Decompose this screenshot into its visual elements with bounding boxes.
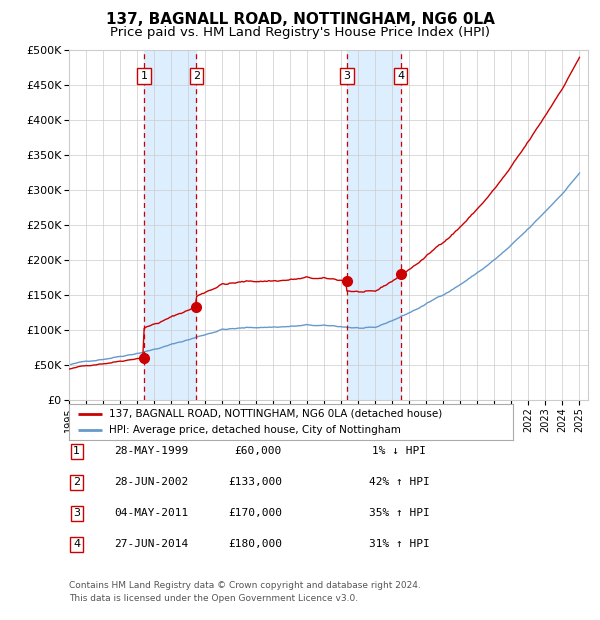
Bar [144, 50, 196, 400]
Text: 1: 1 [73, 446, 80, 456]
Text: £170,000: £170,000 [228, 508, 282, 518]
Text: £60,000: £60,000 [235, 446, 282, 456]
Text: 137, BAGNALL ROAD, NOTTINGHAM, NG6 0LA: 137, BAGNALL ROAD, NOTTINGHAM, NG6 0LA [106, 12, 494, 27]
Text: 28-JUN-2002: 28-JUN-2002 [114, 477, 188, 487]
Text: 04-MAY-2011: 04-MAY-2011 [114, 508, 188, 518]
Text: 137, BAGNALL ROAD, NOTTINGHAM, NG6 0LA (detached house): 137, BAGNALL ROAD, NOTTINGHAM, NG6 0LA (… [109, 409, 442, 419]
Text: 1: 1 [140, 71, 148, 81]
Text: 28-MAY-1999: 28-MAY-1999 [114, 446, 188, 456]
Text: Price paid vs. HM Land Registry's House Price Index (HPI): Price paid vs. HM Land Registry's House … [110, 26, 490, 39]
Text: This data is licensed under the Open Government Licence v3.0.: This data is licensed under the Open Gov… [69, 593, 358, 603]
Text: 4: 4 [397, 71, 404, 81]
Text: 3: 3 [344, 71, 350, 81]
Text: 1% ↓ HPI: 1% ↓ HPI [372, 446, 426, 456]
Text: 3: 3 [73, 508, 80, 518]
Text: Contains HM Land Registry data © Crown copyright and database right 2024.: Contains HM Land Registry data © Crown c… [69, 581, 421, 590]
Text: 2: 2 [193, 71, 200, 81]
Text: £180,000: £180,000 [228, 539, 282, 549]
Bar [347, 50, 401, 400]
Text: 35% ↑ HPI: 35% ↑ HPI [368, 508, 430, 518]
Text: HPI: Average price, detached house, City of Nottingham: HPI: Average price, detached house, City… [109, 425, 401, 435]
Text: 4: 4 [73, 539, 80, 549]
Text: 27-JUN-2014: 27-JUN-2014 [114, 539, 188, 549]
Text: 42% ↑ HPI: 42% ↑ HPI [368, 477, 430, 487]
Text: £133,000: £133,000 [228, 477, 282, 487]
Text: 2: 2 [73, 477, 80, 487]
Text: 31% ↑ HPI: 31% ↑ HPI [368, 539, 430, 549]
